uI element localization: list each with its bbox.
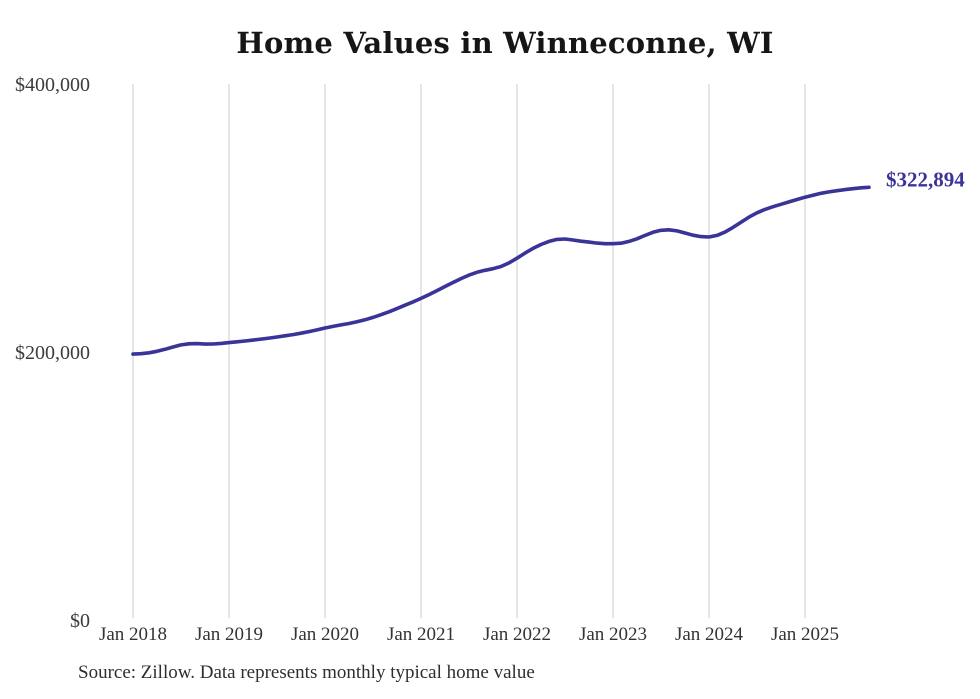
- x-tick-label: Jan 2018: [99, 624, 167, 645]
- x-tick-label: Jan 2023: [579, 624, 647, 645]
- x-tick-label: Jan 2025: [771, 624, 839, 645]
- y-tick-label: $200,000: [15, 342, 90, 364]
- y-tick-label: $400,000: [15, 74, 90, 96]
- y-tick-label: $0: [70, 610, 90, 632]
- x-tick-label: Jan 2024: [675, 624, 744, 645]
- x-tick-label: Jan 2021: [387, 624, 455, 645]
- end-value-label: $322,894: [886, 167, 965, 191]
- x-tick-label: Jan 2022: [483, 624, 551, 645]
- chart-title: Home Values in Winneconne, WI: [236, 26, 774, 60]
- home-value-line: [131, 185, 871, 356]
- source-note: Source: Zillow. Data represents monthly …: [78, 662, 535, 683]
- x-tick-label: Jan 2019: [195, 624, 263, 645]
- x-tick-label: Jan 2020: [291, 624, 359, 645]
